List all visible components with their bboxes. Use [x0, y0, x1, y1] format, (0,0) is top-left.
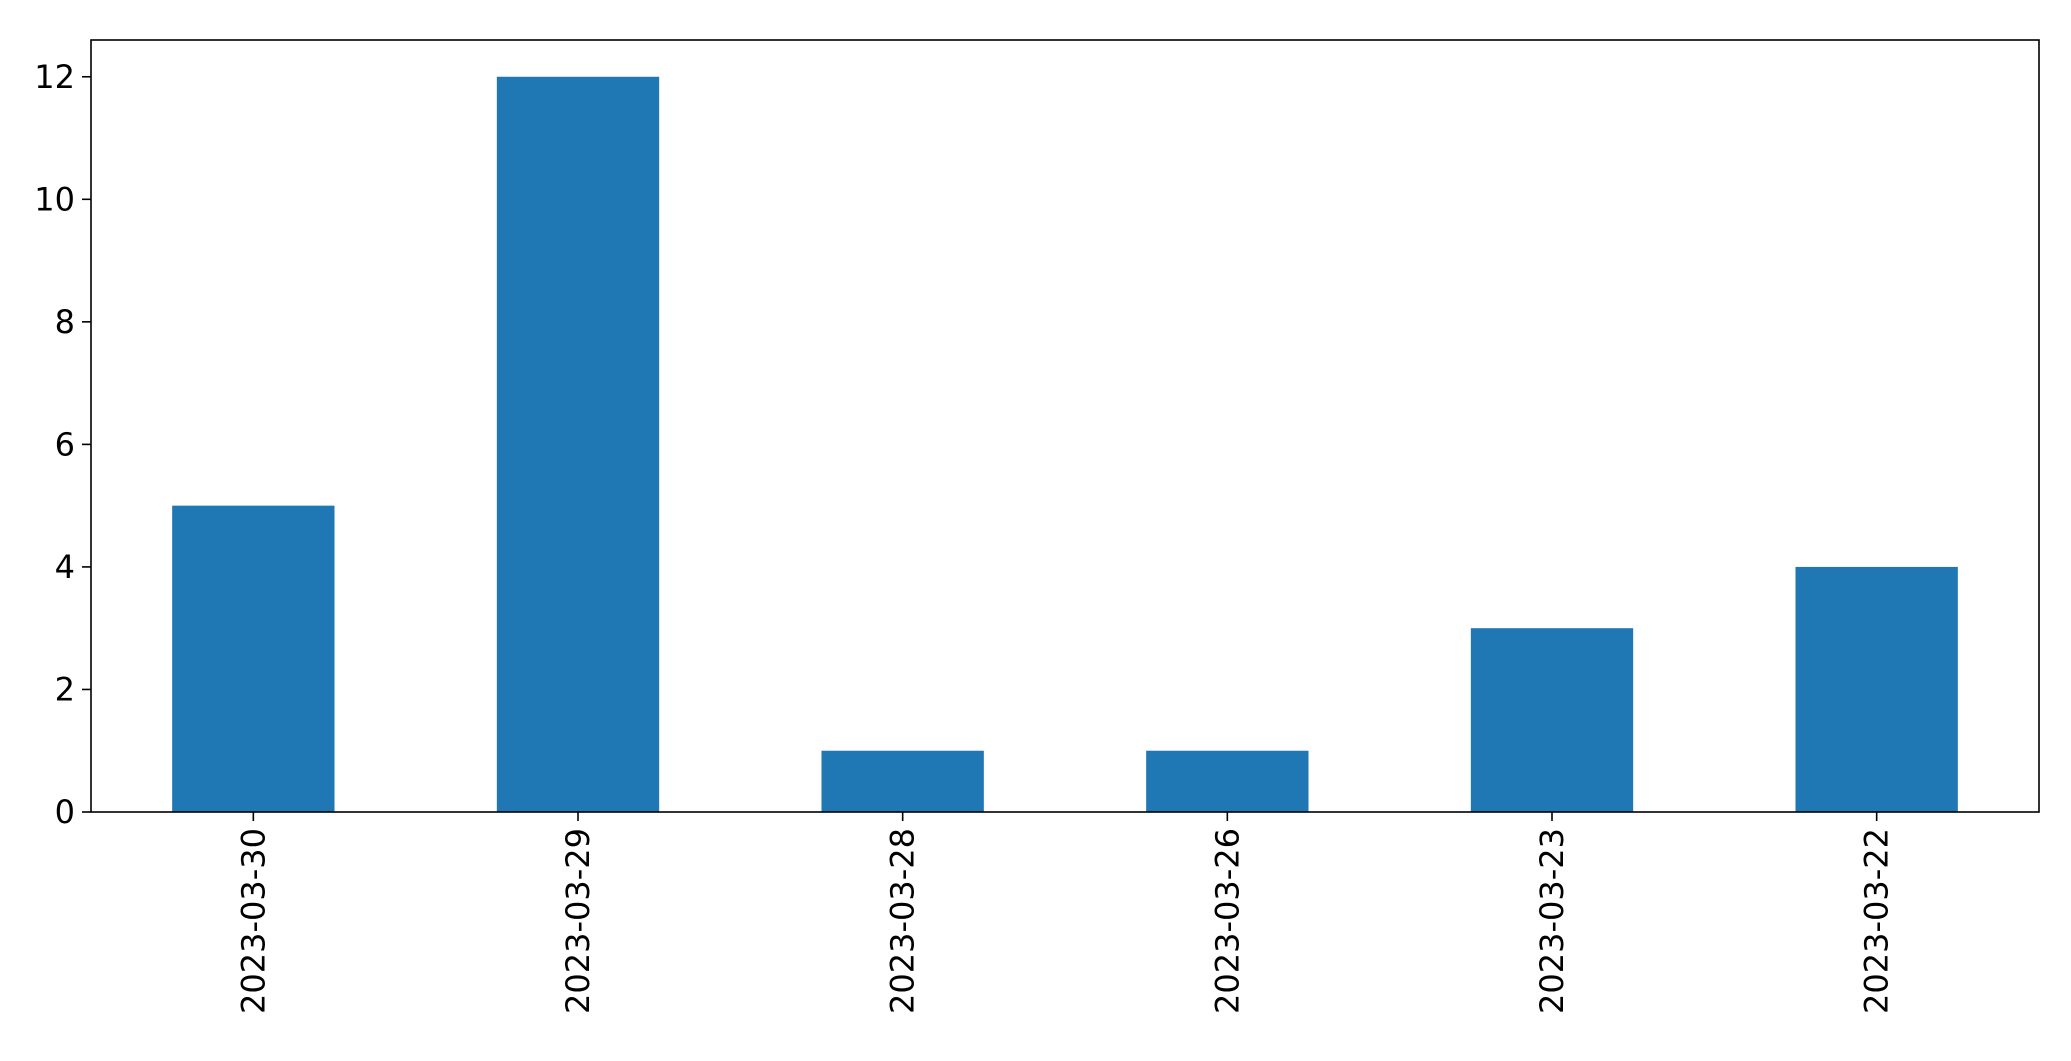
y-tick-label: 10	[34, 180, 75, 218]
x-tick-label: 2023-03-30	[234, 828, 272, 1014]
bar-2023-03-29	[496, 76, 660, 812]
x-tick-label: 2023-03-29	[559, 828, 597, 1014]
plot-frame	[90, 39, 2040, 813]
y-tick-label: 2	[55, 670, 75, 708]
y-tick-label: 8	[55, 303, 75, 341]
x-tick-label: 2023-03-22	[1858, 828, 1896, 1014]
x-tick-label: 2023-03-28	[884, 828, 922, 1014]
y-tick-label: 6	[55, 425, 75, 463]
bar-2023-03-30	[172, 505, 335, 812]
x-tick-label: 2023-03-26	[1208, 828, 1246, 1014]
bar-2023-03-28	[821, 750, 984, 812]
y-axis: 0 2 4 6 8 10 12	[34, 58, 91, 831]
y-tick-label: 12	[34, 58, 75, 96]
bar-2023-03-23	[1470, 628, 1634, 812]
bar-2023-03-26	[1146, 750, 1309, 812]
bar-2023-03-22	[1795, 566, 1958, 812]
x-axis: 2023-03-30 2023-03-29 2023-03-28 2023-03-26…	[234, 812, 1896, 1014]
x-tick-label: 2023-03-23	[1533, 828, 1571, 1014]
bars-group	[172, 76, 1958, 812]
y-tick-label: 0	[55, 793, 75, 831]
y-tick-label: 4	[55, 548, 75, 586]
